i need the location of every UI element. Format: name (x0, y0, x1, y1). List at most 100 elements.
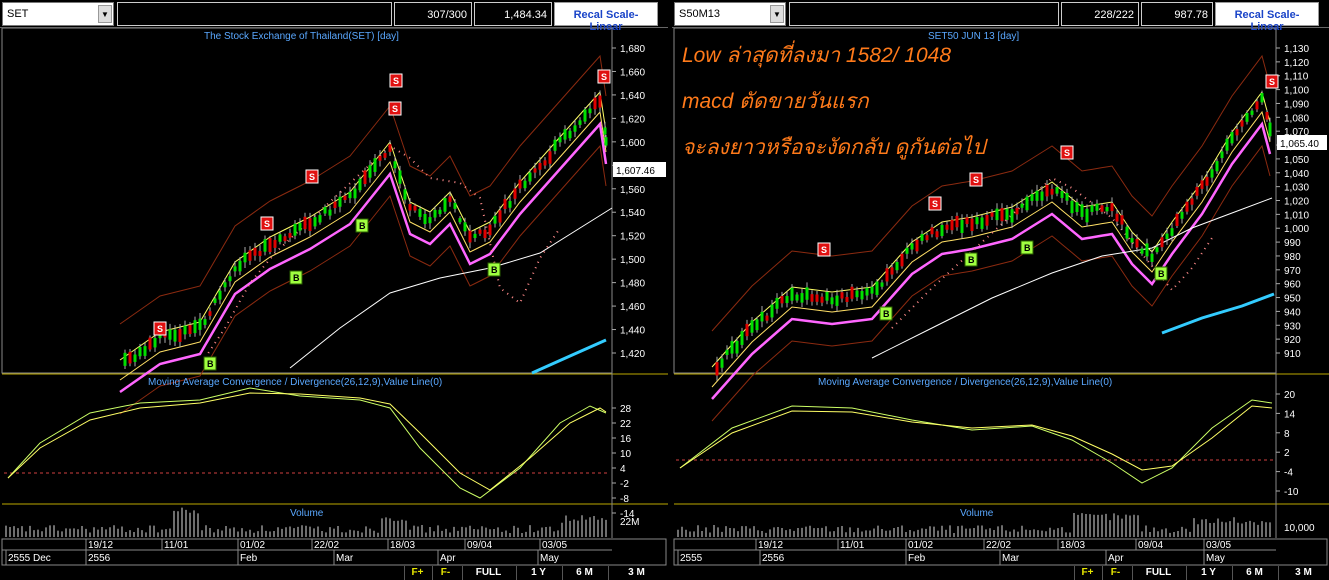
candle-body (1175, 213, 1179, 226)
candle-body (1085, 208, 1089, 223)
left-recal-button[interactable]: Recal Scale-Linear (554, 2, 658, 33)
date-tick-label: 18/03 (390, 540, 415, 551)
y-tick-label: 1,420 (620, 349, 645, 360)
sell-signal-marker (1265, 74, 1279, 89)
buy-signal-marker (879, 306, 893, 321)
candle-body (498, 210, 502, 223)
left-symbol-select[interactable]: SET ▼ (2, 2, 114, 26)
right-toolbar: S50M13 ▼ 228/222 987.78 Recal Scale-Linea… (672, 0, 1329, 33)
candle-body (298, 222, 302, 231)
chevron-down-icon[interactable]: ▼ (98, 5, 112, 23)
candle-body (955, 215, 959, 228)
candle-body (1260, 93, 1264, 103)
month-label: Apr (1108, 553, 1124, 564)
candle-body (233, 266, 237, 272)
sell-signal-marker (153, 321, 167, 336)
buy-signal-marker (1020, 240, 1034, 255)
candle-body (358, 178, 362, 191)
candle-body (428, 217, 432, 224)
candle-body (1240, 120, 1244, 127)
candle-body (473, 233, 477, 239)
sell-signal-marker (389, 73, 403, 88)
last-price-box (613, 162, 666, 177)
month-label: May (540, 553, 559, 564)
candle-body (1250, 110, 1254, 115)
y-tick-label: 1,050 (1284, 155, 1309, 166)
candle-body (925, 235, 929, 241)
right-full-button[interactable]: FULL (1132, 566, 1184, 580)
candle-body (378, 155, 382, 161)
candle-body (383, 153, 387, 158)
y-tick-label: 1,080 (1284, 113, 1309, 124)
right-zoom-out-button[interactable]: F- (1102, 566, 1128, 580)
candle-body (885, 268, 889, 282)
signal-label: S (1064, 148, 1070, 158)
candle-body (940, 224, 944, 237)
candle-body (770, 304, 774, 318)
right-zoom-in-button[interactable]: F+ (1074, 566, 1100, 580)
candle-body (1268, 122, 1272, 137)
left-1y-button[interactable]: 1 Y (516, 566, 560, 580)
macd-tick-label: 2 (1284, 448, 1290, 459)
y-tick-label: 970 (1284, 266, 1301, 277)
date-tick-label: 19/12 (758, 540, 783, 551)
candle-body (960, 220, 964, 233)
candle-body (363, 170, 367, 185)
candle-body (920, 234, 924, 241)
candle-body (1030, 194, 1034, 201)
candle-body (173, 329, 177, 342)
buy-signal-marker (1154, 266, 1168, 281)
chart-title: SET50 JUN 13 [day] (928, 31, 1019, 42)
date-tick-label: 18/03 (1060, 540, 1085, 551)
candle-body (583, 109, 587, 122)
buy-signal-marker (289, 270, 303, 285)
right-1y-button[interactable]: 1 Y (1186, 566, 1230, 580)
candle-body (193, 320, 197, 334)
candle-body (1065, 193, 1069, 201)
candle-body (248, 250, 252, 261)
candle-body (593, 97, 597, 110)
right-recal-button[interactable]: Recal Scale-Linear (1215, 2, 1319, 33)
candle-body (288, 233, 292, 238)
y-tick-label: 1,480 (620, 279, 645, 290)
candle-body (715, 362, 719, 376)
candle-body (123, 352, 127, 366)
chevron-down-icon[interactable]: ▼ (770, 5, 784, 23)
right-6m-button[interactable]: 6 M (1232, 566, 1276, 580)
macd-tick-label: -14 (620, 509, 635, 520)
y-tick-label: 1,540 (620, 208, 645, 219)
candle-body (860, 291, 864, 300)
candle-body (900, 253, 904, 267)
left-zoom-in-button[interactable]: F+ (404, 566, 430, 580)
candle-body (965, 217, 969, 225)
left-3m-button[interactable]: 3 M (608, 566, 664, 580)
left-zoom-out-button[interactable]: F- (432, 566, 458, 580)
macd-tick-label: -8 (620, 494, 629, 505)
candle-body (1190, 198, 1194, 205)
candle-body (870, 286, 874, 294)
right-chart-panel: S50M13 ▼ 228/222 987.78 Recal Scale-Linea… (672, 0, 1329, 580)
left-6m-button[interactable]: 6 M (562, 566, 606, 580)
y-tick-label: 1,090 (1284, 99, 1309, 110)
candle-body (1020, 203, 1024, 208)
right-symbol-select[interactable]: S50M13 ▼ (674, 2, 786, 26)
candle-body (825, 291, 829, 301)
candle-body (518, 179, 522, 189)
candle-body (143, 346, 147, 356)
candle-body (1255, 101, 1259, 110)
volume-title: Volume (290, 508, 324, 519)
candle-body (253, 247, 257, 256)
candle-body (1055, 187, 1059, 194)
candle-body (1015, 208, 1019, 215)
left-full-button[interactable]: FULL (462, 566, 514, 580)
candle-body (1100, 205, 1104, 212)
macd-line (679, 399, 1273, 484)
candle-body (328, 209, 332, 216)
right-3m-button[interactable]: 3 M (1278, 566, 1328, 580)
candle-body (533, 168, 537, 173)
sell-signal-marker (260, 216, 274, 231)
candle-body (493, 215, 497, 224)
signal-label: S (932, 199, 938, 209)
candle-body (268, 238, 272, 253)
candle-body (1005, 208, 1009, 220)
